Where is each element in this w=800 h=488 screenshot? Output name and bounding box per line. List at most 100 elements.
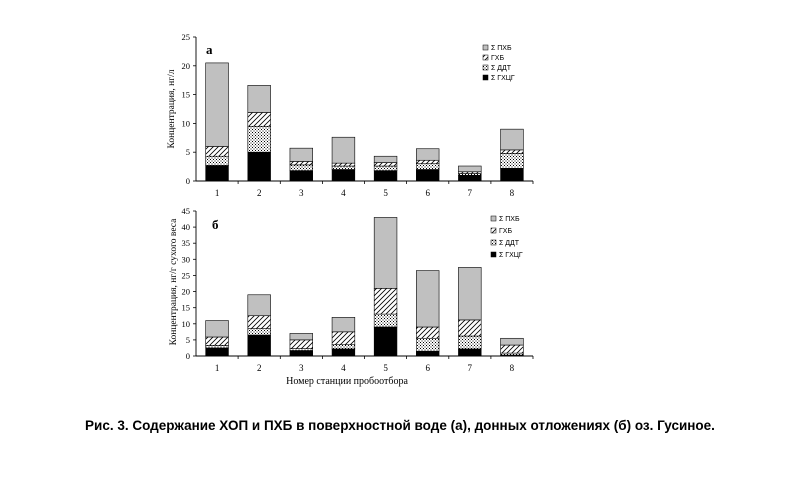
x-tick-label: 2 (257, 363, 262, 373)
bar-segment (416, 326, 440, 339)
bar-segment (205, 345, 229, 349)
bar-segment (458, 335, 482, 350)
bar-segment (373, 165, 398, 171)
bar-segment (416, 350, 440, 357)
x-tick-label: 8 (510, 188, 515, 198)
bar-segment (205, 320, 229, 338)
bar-segment (289, 161, 313, 166)
bar-segment (247, 294, 271, 317)
bar-segment (247, 328, 271, 336)
bar-segment (458, 165, 482, 173)
chart-b-legend: Σ ПХБ ГХБ Σ ДДТ Σ ГХЦГ (490, 215, 523, 259)
bar-segment (331, 317, 356, 333)
bar-segment (373, 288, 398, 315)
y-tick-label: 15 (182, 90, 191, 100)
bar-segment (289, 339, 313, 349)
x-tick-label: 2 (257, 188, 262, 198)
y-tick-label: 5 (186, 147, 190, 157)
y-tick-label: 20 (182, 61, 191, 71)
bar-segment (331, 162, 356, 167)
bar-segment (416, 159, 440, 165)
bar-segment (247, 85, 271, 113)
y-tick-label: 0 (186, 351, 190, 361)
bar-segment (416, 169, 440, 182)
legend-label: ГХБ (499, 228, 512, 235)
bar-segment (331, 165, 356, 170)
y-tick-label: 10 (182, 319, 191, 329)
legend-swatch (490, 251, 497, 258)
x-tick-label: 1 (215, 188, 220, 198)
x-tick-label: 4 (341, 188, 346, 198)
chart-b-x-axis-label: Номер станции пробоотбора (286, 376, 408, 387)
bar-segment (205, 336, 229, 346)
bar-segment (247, 334, 271, 357)
legend-label: Σ ДДТ (499, 240, 520, 247)
y-tick-label: 30 (182, 254, 191, 264)
legend-label: Σ ПХБ (491, 45, 512, 52)
legend-swatch (482, 74, 489, 81)
bar-segment (331, 344, 356, 350)
bar-segment (373, 313, 398, 328)
bar-segment (205, 62, 229, 147)
y-tick-label: 40 (182, 222, 191, 232)
bar-segment (416, 337, 440, 352)
bar-segment (500, 153, 524, 169)
bar-segment (373, 326, 398, 357)
y-tick-label: 15 (182, 303, 191, 313)
bar-segment (331, 348, 356, 357)
bar-segment (373, 162, 398, 167)
y-tick-label: 10 (182, 118, 191, 128)
x-tick-label: 7 (468, 363, 473, 373)
legend-swatch (490, 227, 497, 234)
x-tick-label: 7 (468, 188, 473, 198)
y-tick-label: 0 (186, 176, 190, 186)
bar-segment (247, 112, 271, 127)
bar-segment (331, 169, 356, 182)
bar-segment (247, 151, 271, 182)
y-tick-label: 20 (182, 287, 191, 297)
bar-segment (416, 148, 440, 161)
legend-label: Σ ПХБ (499, 216, 520, 223)
chart-a-legend: Σ ПХБ ГХБ Σ ДДТ Σ ГХЦГ (482, 44, 515, 82)
bar-segment (458, 174, 482, 182)
x-tick-label: 6 (425, 188, 430, 198)
bar-segment (500, 128, 524, 151)
bar-segment (458, 319, 482, 337)
x-tick-label: 3 (299, 363, 304, 373)
chart-a-y-axis-label: Концентрация, нг/л (167, 69, 177, 148)
legend-swatch (482, 44, 489, 51)
bar-segment (500, 149, 524, 154)
bar-segment (289, 350, 313, 357)
bar-segment (500, 168, 524, 182)
bar-segment (289, 147, 313, 162)
y-tick-label: 5 (186, 335, 190, 345)
bar-segment (247, 315, 271, 329)
figure-caption: Рис. 3. Содержание ХОП и ПХБ в поверхнос… (85, 418, 715, 433)
legend-label: Σ ГХЦГ (499, 252, 523, 259)
legend-swatch (490, 239, 497, 246)
bar-segment (500, 337, 524, 346)
y-tick-label: 25 (182, 32, 191, 42)
bar-segment (500, 344, 524, 354)
bar-segment (205, 146, 229, 157)
y-tick-label: 45 (182, 206, 191, 216)
x-tick-label: 6 (425, 363, 430, 373)
chart-b-panel-label: б (212, 217, 219, 232)
bar-segment (373, 170, 398, 182)
y-tick-label: 25 (182, 270, 191, 280)
bar-segment (331, 331, 356, 346)
x-tick-label: 3 (299, 188, 304, 198)
x-tick-label: 1 (215, 363, 220, 373)
x-tick-label: 8 (510, 363, 515, 373)
bar-segment (373, 217, 398, 289)
bar-segment (205, 347, 229, 357)
chart-b-y-axis-label: Концентрация, нг/г сухого веса (169, 218, 179, 345)
x-tick-label: 5 (383, 188, 388, 198)
legend-swatch (482, 64, 489, 71)
bar-segment (458, 267, 482, 321)
y-tick-label: 35 (182, 238, 191, 248)
bar-segment (205, 155, 229, 166)
bar-segment (289, 333, 313, 341)
